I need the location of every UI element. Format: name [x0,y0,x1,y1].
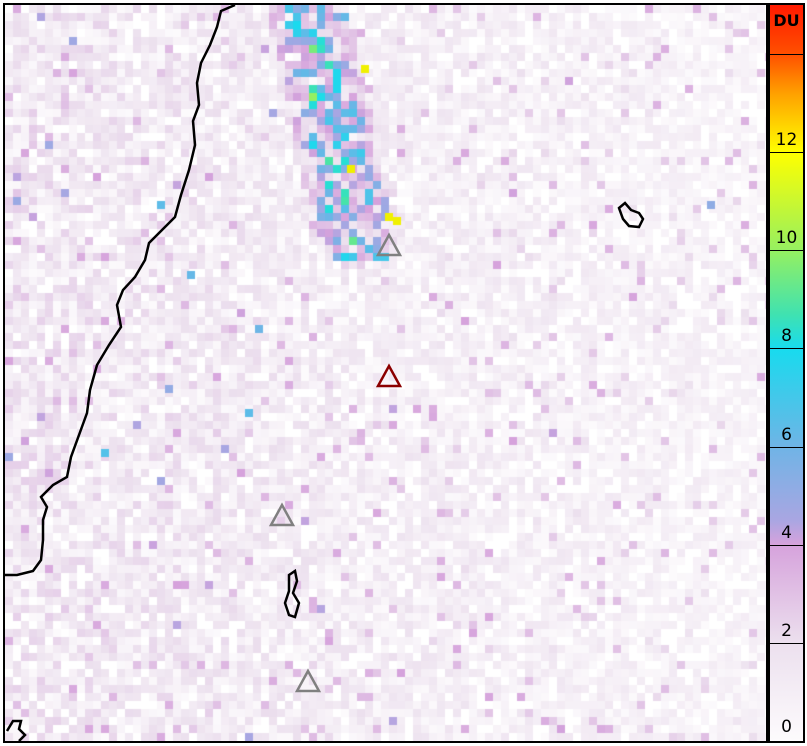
island [283,568,301,619]
colorbar-tick-label: 0 [781,717,792,737]
colorbar-tick [770,152,803,154]
colorbar-tick [770,348,803,350]
colorbar-tick [770,446,803,448]
colorbar-tick-label: 6 [781,424,792,445]
colorbar-tick [770,544,803,546]
overlay [5,5,645,741]
colorbar-tick-label: 2 [781,620,792,641]
colorbar-tick-label: 12 [775,130,798,151]
volcano-marker-triangle[interactable] [375,232,403,257]
coastline [5,5,236,577]
colorbar-unit: DU [773,11,800,30]
volcano-marker-triangle[interactable] [294,668,322,693]
colorbar-tick [770,642,803,644]
colorbar-tick-label: 10 [775,228,798,249]
coastline [5,719,27,741]
colorbar-tick-label: 8 [781,326,792,347]
island [617,201,645,229]
map-panel[interactable] [3,3,768,743]
volcano-marker-triangle[interactable] [375,363,403,388]
colorbar-tick [770,250,803,252]
colorbar-tick-label: 4 [781,522,792,543]
colorbar-tick [770,54,803,56]
volcano-marker-triangle[interactable] [268,502,296,527]
colorbar: DU 0 2 4 6 8 10 12 [768,3,805,743]
